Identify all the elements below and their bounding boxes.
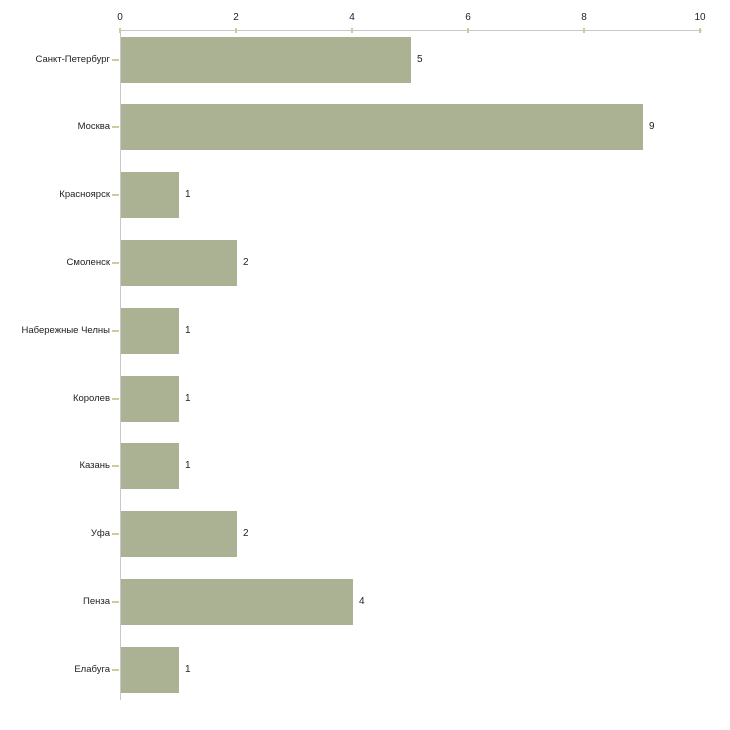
value-label: 1 bbox=[185, 392, 191, 404]
value-label: 2 bbox=[243, 256, 249, 268]
category-label: Смоленск bbox=[66, 256, 110, 268]
category-label: Набережные Челны bbox=[21, 324, 111, 336]
x-axis-line bbox=[120, 30, 702, 31]
y-tick-mark bbox=[112, 194, 119, 197]
y-axis-line bbox=[120, 30, 121, 700]
y-tick-mark bbox=[112, 261, 119, 264]
value-label: 5 bbox=[417, 53, 423, 65]
x-tick-mark bbox=[583, 28, 585, 33]
x-tick-label: 0 bbox=[117, 12, 123, 23]
value-label: 1 bbox=[185, 324, 191, 336]
bar bbox=[121, 307, 179, 354]
bar bbox=[121, 443, 179, 490]
value-label: 9 bbox=[649, 121, 655, 133]
category-label: Санкт-Петербург bbox=[35, 53, 110, 65]
y-tick-mark bbox=[112, 126, 119, 129]
y-tick-mark bbox=[112, 329, 119, 332]
x-tick-label: 6 bbox=[465, 12, 471, 23]
bar bbox=[121, 36, 411, 83]
x-tick-label: 2 bbox=[233, 12, 239, 23]
bar bbox=[121, 104, 643, 151]
y-tick-mark bbox=[112, 668, 119, 671]
value-label: 1 bbox=[185, 663, 191, 675]
bar bbox=[121, 172, 179, 219]
y-tick-mark bbox=[112, 465, 119, 468]
y-tick-mark bbox=[112, 533, 119, 536]
x-tick-mark bbox=[235, 28, 237, 33]
bar bbox=[121, 579, 353, 626]
bar bbox=[121, 239, 237, 286]
y-tick-mark bbox=[112, 58, 119, 61]
bar bbox=[121, 375, 179, 422]
bar bbox=[121, 511, 237, 558]
value-label: 1 bbox=[185, 460, 191, 472]
x-tick-mark bbox=[351, 28, 353, 33]
x-tick-label: 10 bbox=[694, 12, 706, 23]
category-label: Москва bbox=[77, 121, 110, 133]
x-tick-mark bbox=[699, 28, 701, 33]
value-label: 2 bbox=[243, 528, 249, 540]
category-label: Елабуга bbox=[74, 663, 110, 675]
x-tick-label: 4 bbox=[349, 12, 355, 23]
x-tick-mark bbox=[119, 28, 121, 33]
category-label: Пенза bbox=[83, 596, 110, 608]
bar bbox=[121, 646, 179, 693]
category-label: Уфа bbox=[90, 528, 110, 540]
category-label: Королев bbox=[72, 392, 110, 404]
value-label: 4 bbox=[359, 596, 365, 608]
value-label: 1 bbox=[185, 189, 191, 201]
category-label: Казань bbox=[79, 460, 110, 472]
x-tick-mark bbox=[467, 28, 469, 33]
x-tick-label: 8 bbox=[581, 12, 587, 23]
y-tick-mark bbox=[112, 601, 119, 604]
category-label: Красноярск bbox=[59, 189, 110, 201]
y-tick-mark bbox=[112, 397, 119, 400]
